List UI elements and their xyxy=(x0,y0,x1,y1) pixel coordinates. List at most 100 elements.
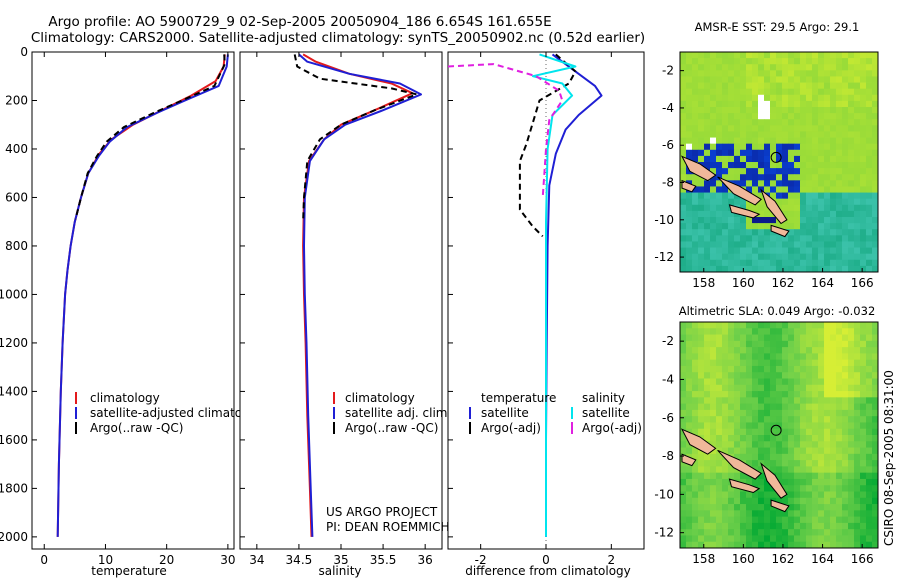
map-cell xyxy=(692,235,699,242)
map-cell xyxy=(686,174,693,181)
map-cell xyxy=(848,143,855,151)
map-cell xyxy=(734,76,741,83)
figure-title-line2: Climatology: CARS2000. Satellite-adjuste… xyxy=(31,30,645,46)
map-cell xyxy=(686,378,693,386)
salinity-axes-frame xyxy=(239,51,443,550)
map-cell xyxy=(710,70,717,77)
map-cell xyxy=(854,119,861,126)
map-cell xyxy=(842,143,849,151)
map-cell xyxy=(854,52,861,59)
map-cell xyxy=(860,372,867,379)
map-cell xyxy=(824,131,831,138)
map-cell xyxy=(794,522,801,530)
map-cell xyxy=(728,372,735,379)
map-cell xyxy=(686,168,693,175)
map-cell xyxy=(716,535,723,543)
map-cell xyxy=(788,180,795,187)
map-cell xyxy=(866,453,873,461)
map-cell xyxy=(872,510,878,518)
map-cell xyxy=(734,397,741,405)
map-cell xyxy=(716,265,723,272)
map-cell xyxy=(722,460,729,467)
map-cell xyxy=(842,391,849,398)
map-cell xyxy=(782,52,789,59)
map-cell xyxy=(824,125,831,132)
map-cell xyxy=(722,259,729,267)
map-cell xyxy=(758,119,765,126)
map-cell xyxy=(806,497,813,505)
series-line xyxy=(293,54,418,222)
map-cell xyxy=(704,322,711,329)
map-cell xyxy=(794,125,801,132)
map-cell xyxy=(746,397,753,405)
map-cell xyxy=(806,422,813,430)
map-cell xyxy=(800,529,807,536)
map-cell xyxy=(836,365,843,373)
map-cell xyxy=(788,137,795,145)
map-cell xyxy=(704,340,711,348)
map-cell xyxy=(836,168,843,175)
map-cell xyxy=(740,119,747,126)
map-cell xyxy=(800,162,807,169)
map-cell xyxy=(758,247,765,255)
map-cell xyxy=(764,204,771,212)
map-cell xyxy=(812,131,819,138)
map-cell xyxy=(782,186,789,193)
map-cell xyxy=(848,535,855,543)
map-cell xyxy=(848,529,855,536)
map-cell xyxy=(734,504,741,511)
map-cell xyxy=(752,453,759,461)
map-cell xyxy=(830,155,837,163)
map-cell xyxy=(734,340,741,348)
map-cell xyxy=(698,88,705,96)
map-cell xyxy=(680,259,687,267)
map-cell xyxy=(680,365,687,373)
map-cell xyxy=(746,516,753,524)
map-cell xyxy=(752,265,759,272)
map-cell xyxy=(686,397,693,405)
island-land xyxy=(717,176,763,206)
map-cell xyxy=(692,466,699,474)
map-cell xyxy=(872,265,878,272)
map-cell xyxy=(758,174,765,181)
map-cell xyxy=(710,149,717,157)
map-cell xyxy=(782,125,789,132)
map-cell xyxy=(704,460,711,467)
map-cell xyxy=(806,441,813,448)
map-cell xyxy=(842,491,849,499)
map-cell xyxy=(830,397,837,405)
map-cell xyxy=(758,441,765,448)
map-cell xyxy=(818,162,825,169)
map-cell xyxy=(854,529,861,536)
map-cell xyxy=(746,113,753,120)
map-cell xyxy=(722,235,729,242)
map-cell xyxy=(866,100,873,108)
map-cell xyxy=(818,241,825,248)
map-cell xyxy=(734,259,741,267)
map-cell xyxy=(698,155,705,163)
map-cell xyxy=(710,265,717,272)
map-cell xyxy=(692,491,699,499)
map-cell xyxy=(842,131,849,138)
map-cell xyxy=(704,328,711,335)
map-cell xyxy=(872,391,878,398)
map-cell xyxy=(746,491,753,499)
map-cell xyxy=(830,391,837,398)
map-cell xyxy=(704,403,711,411)
map-cell xyxy=(776,137,783,145)
map-cell xyxy=(866,52,873,59)
map-cell xyxy=(806,241,813,248)
map-cell xyxy=(788,64,795,71)
map-cell xyxy=(680,52,687,59)
map-cell xyxy=(782,378,789,386)
map-cell xyxy=(680,229,687,236)
map-cell xyxy=(818,253,825,261)
map-cell xyxy=(812,460,819,467)
map-cell xyxy=(686,485,693,492)
map-cell xyxy=(824,529,831,536)
map-cell xyxy=(848,162,855,169)
map-cell xyxy=(728,322,735,329)
map-cell xyxy=(860,58,867,65)
map-cell xyxy=(812,241,819,248)
island-land xyxy=(770,499,790,513)
